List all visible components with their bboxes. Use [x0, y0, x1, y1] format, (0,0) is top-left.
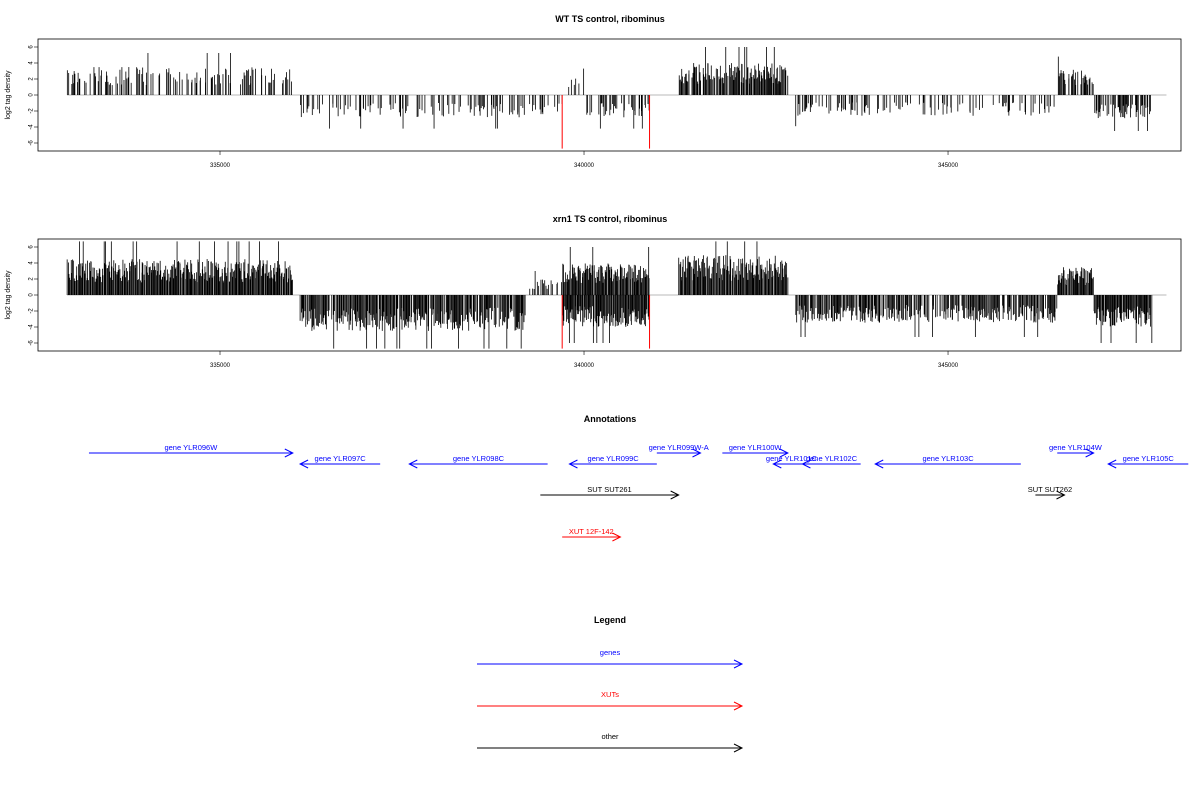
feature-label: gene YLR101C [766, 454, 818, 463]
legend-arrowhead [733, 659, 744, 669]
panel-title-xrn1: xrn1 TS control, ribominus [553, 214, 668, 224]
legend-arrowhead [733, 701, 744, 711]
y-tick-label: 0 [29, 293, 35, 297]
feature-arrowhead [772, 459, 782, 469]
panel-title-wt: WT TS control, ribominus [555, 14, 665, 24]
legend-items: genes XUTs other [477, 648, 744, 753]
feature-label: SUT SUT262 [1028, 485, 1072, 494]
feature-arrowhead [612, 532, 622, 542]
feature-arrowhead [1085, 448, 1095, 458]
y-tick-label: -6 [29, 140, 35, 146]
density-panel-wt: WT TS control, ribominus 6 4 2 0 -2 -4 -6 log2… [5, 14, 1182, 169]
y-axis-label-wt: log2 tag density [5, 70, 12, 120]
x-tick-label: 345000 [938, 163, 959, 169]
feature-label: gene YLR102C [806, 454, 858, 463]
y-tick-label: 2 [29, 277, 35, 281]
position-markers-wt [561, 95, 651, 149]
feature-label: gene YLR105C [1123, 454, 1175, 463]
y-tick-label: 2 [29, 77, 35, 81]
y-tick-label: -6 [29, 340, 35, 346]
y-tick-label: -2 [29, 308, 35, 314]
x-tick-label: 340000 [574, 163, 595, 169]
x-axis-xrn1: 335000 340000 345000 [210, 351, 959, 369]
feature-arrowhead [298, 459, 309, 469]
feature-label: gene YLR099W-A [649, 443, 709, 452]
annotation-features: gene YLR096W gene YLR097C gene YLR098C gene… [88, 443, 1189, 542]
y-tick-label: 0 [29, 93, 35, 97]
position-markers-xrn1 [561, 295, 651, 349]
x-tick-label: 345000 [938, 363, 959, 369]
y-axis-label-xrn1: log2 tag density [5, 270, 12, 320]
feature-arrowhead [692, 448, 702, 458]
feature-label: gene YLR100W [729, 443, 783, 452]
legend-label: XUTs [601, 690, 619, 699]
feature-label: gene YLR103C [922, 454, 974, 463]
legend-label: other [601, 732, 619, 741]
feature-arrowhead [1056, 490, 1066, 500]
feature-label: gene YLR097C [315, 454, 367, 463]
y-tick-label: 4 [29, 61, 35, 65]
density-bars-xrn1 [66, 241, 1153, 349]
density-bars-wt [66, 47, 1151, 131]
density-panel-xrn1: xrn1 TS control, ribominus 6 4 2 0 -2 -4 -6 lo… [5, 214, 1182, 369]
feature-label: gene YLR098C [453, 454, 505, 463]
feature-arrowhead [779, 448, 789, 458]
y-tick-label: -2 [29, 108, 35, 114]
x-axis-wt: 335000 340000 345000 [210, 151, 959, 169]
legend: Legend genes XUTs other [477, 615, 744, 753]
feature-arrowhead [284, 448, 294, 458]
feature-arrowhead [1107, 459, 1117, 469]
feature-arrowhead [408, 459, 418, 469]
y-axis-wt: 6 4 2 0 -2 -4 -6 [29, 45, 38, 146]
y-tick-label: -4 [29, 124, 35, 130]
legend-title: Legend [594, 615, 626, 625]
x-tick-label: 335000 [210, 163, 231, 169]
feature-label: gene YLR099C [588, 454, 640, 463]
y-tick-label: 4 [29, 261, 35, 265]
feature-arrowhead [874, 459, 884, 469]
y-tick-label: 6 [29, 245, 35, 249]
feature-label: gene YLR096W [164, 443, 218, 452]
feature-label: SUT SUT261 [587, 485, 631, 494]
annotations-title: Annotations [584, 414, 637, 424]
legend-arrowhead [733, 743, 744, 753]
x-tick-label: 335000 [210, 363, 231, 369]
feature-label: gene YLR104W [1049, 443, 1103, 452]
y-axis-xrn1: 6 4 2 0 -2 -4 -6 [29, 245, 38, 346]
y-tick-label: -4 [29, 324, 35, 330]
legend-label: genes [600, 648, 621, 657]
feature-arrowhead [568, 459, 578, 469]
feature-label: XUT 12F-142 [569, 527, 614, 536]
y-tick-label: 6 [29, 45, 35, 49]
feature-arrowhead [670, 490, 680, 500]
feature-arrowhead [801, 459, 811, 469]
x-tick-label: 340000 [574, 363, 595, 369]
